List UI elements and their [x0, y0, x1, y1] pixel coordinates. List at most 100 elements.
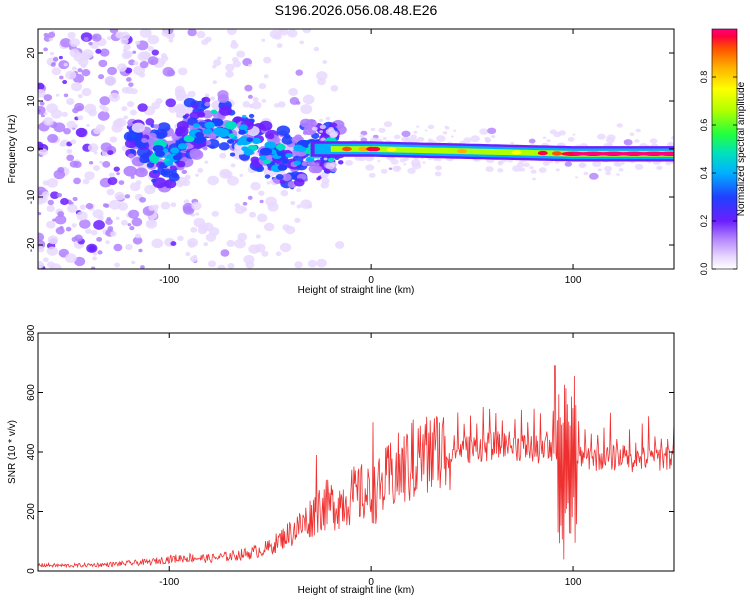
spectrogram-cell	[152, 169, 158, 174]
spectrogram-cell	[129, 226, 135, 231]
snr-y-ticks: 0 200 400 600 800	[26, 324, 674, 574]
spectrogram-cell	[616, 173, 620, 176]
spectrogram-cell	[316, 177, 321, 181]
spectrogram-cell	[259, 147, 273, 156]
snr-background	[38, 333, 674, 571]
spectrogram-cell	[38, 246, 45, 253]
colorbar-gradient	[711, 28, 738, 270]
spectrogram-cell	[307, 259, 317, 268]
spectrogram-cell	[124, 67, 133, 74]
spectrogram-cell	[93, 151, 98, 155]
spectrogram-cell	[157, 131, 166, 138]
spectrogram-cell	[108, 92, 120, 102]
snr-series-line	[38, 365, 674, 569]
spectrogram-cell	[225, 63, 235, 72]
spectrogram-cell	[38, 211, 42, 216]
spectrogram-cell	[99, 48, 110, 57]
spectrogram-cell	[215, 128, 230, 138]
spectrogram-cell	[327, 157, 335, 163]
spectrogram-cell	[43, 32, 49, 38]
spectrogram-cell	[572, 133, 576, 136]
spectrogram-cell	[123, 44, 131, 51]
spectrogram-cell	[120, 37, 129, 45]
spectrogram-cell	[542, 136, 546, 140]
spectrogram-cell	[248, 244, 260, 254]
spectrogram-cell	[623, 139, 633, 146]
spectrogram-cell	[578, 162, 587, 168]
spectrogram-cell	[138, 248, 143, 253]
spectrogram-cell	[107, 150, 114, 156]
spectrogram-cell	[108, 172, 115, 178]
spectrogram-cell	[383, 121, 393, 128]
spectrogram-cell	[125, 77, 132, 82]
spectrogram-cell	[583, 171, 589, 176]
spectrogram-cell	[422, 161, 426, 164]
spectrogram-cell	[88, 109, 98, 117]
spectrogram-cell	[107, 176, 118, 186]
spectrogram-cell	[92, 165, 101, 172]
spectrogram-cell	[60, 197, 69, 206]
spectrogram-y-tick-label: 20	[26, 47, 37, 59]
spectrogram-cell	[203, 242, 209, 247]
snr-x-label: Height of straight line (km)	[298, 585, 415, 596]
spectrogram-cell	[227, 262, 235, 269]
spectrogram-cell	[135, 40, 141, 45]
spectrogram-cell	[54, 214, 67, 225]
snr-x-tick-label: -100	[159, 577, 179, 588]
spectrogram-cell	[43, 257, 49, 263]
spectrogram-cell	[281, 135, 294, 145]
spectrogram-cell	[82, 178, 90, 185]
spectrogram-cell	[248, 113, 255, 119]
spectrogram-cell	[51, 67, 62, 76]
spectrogram-cell	[50, 109, 63, 119]
spectrogram-cell	[276, 43, 283, 48]
spectrogram-cell	[325, 116, 331, 121]
spectrogram-cell	[109, 136, 118, 143]
spectrogram-cell	[295, 69, 303, 76]
spectrogram-cell	[564, 161, 573, 167]
spectrogram-cell	[49, 51, 55, 56]
spectrogram-cell	[273, 32, 282, 40]
spectrogram-cell	[128, 82, 134, 87]
spectrogram-cell	[108, 199, 121, 210]
spectrogram-cell	[43, 116, 54, 126]
spectrogram-cell	[203, 128, 213, 135]
spectrogram-cell	[92, 256, 97, 261]
spectrogram-cell	[168, 38, 174, 43]
snr-y-tick-label: 400	[26, 443, 37, 460]
spectrogram-cell	[378, 127, 386, 133]
spectrogram-cell	[263, 56, 272, 64]
spectrogram-cell	[38, 89, 46, 98]
spectrogram-cell	[276, 125, 291, 136]
spectrogram-cell	[123, 165, 138, 177]
spectrogram-cell	[210, 96, 216, 101]
spectrogram-cell	[201, 110, 213, 119]
spectrogram-cell	[410, 159, 421, 167]
spectrogram-cell	[73, 52, 86, 62]
spectrogram-cell	[59, 226, 64, 230]
spectrogram-cell	[231, 56, 239, 63]
spectrogram-cell	[38, 194, 48, 204]
spectrogram-cell	[75, 127, 87, 138]
spectrogram-cell	[170, 147, 180, 154]
spectrogram-cell	[99, 160, 103, 164]
colorbar-ticks: 0.0 0.2 0.4 0.6 0.8	[699, 71, 737, 275]
snr-y-tick-label: 600	[26, 384, 37, 401]
spectrogram-cell	[319, 124, 326, 130]
spectrogram-cell	[316, 258, 327, 268]
spectrogram-cell	[110, 231, 117, 237]
spectrogram-cell	[50, 191, 60, 200]
spectrogram-cell	[69, 38, 81, 47]
spectrogram-cell	[296, 204, 302, 209]
spectrogram-cell	[195, 212, 200, 216]
spectrogram-cell	[85, 228, 92, 234]
spectrogram-cell	[141, 137, 148, 143]
spectrogram-cell	[59, 75, 64, 80]
spectrogram-cell	[77, 115, 84, 121]
spectrogram-cell	[76, 211, 88, 221]
spectrogram-hotspot	[537, 150, 548, 156]
spectrogram-cell	[485, 138, 492, 143]
spectrogram-cell	[328, 126, 334, 131]
spectrogram-cell	[217, 94, 229, 103]
spectrogram-cell	[264, 174, 271, 179]
